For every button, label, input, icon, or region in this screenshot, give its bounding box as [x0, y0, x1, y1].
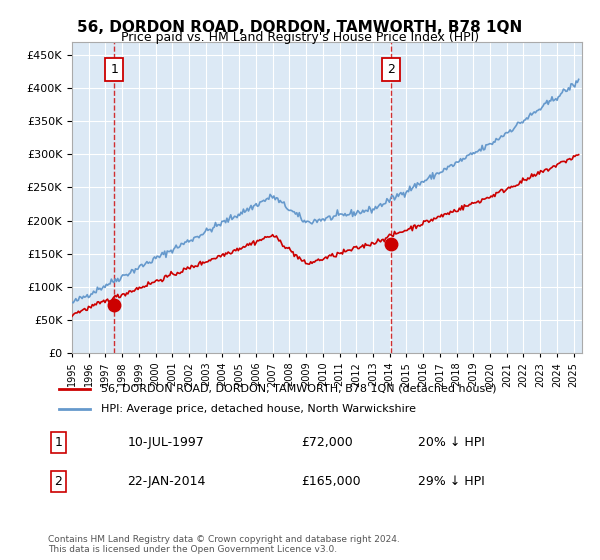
Text: 10-JUL-1997: 10-JUL-1997: [127, 436, 204, 449]
Text: HPI: Average price, detached house, North Warwickshire: HPI: Average price, detached house, Nort…: [101, 404, 416, 414]
Text: 20% ↓ HPI: 20% ↓ HPI: [418, 436, 484, 449]
Text: 22-JAN-2014: 22-JAN-2014: [127, 475, 206, 488]
Text: 56, DORDON ROAD, DORDON, TAMWORTH, B78 1QN (detached house): 56, DORDON ROAD, DORDON, TAMWORTH, B78 1…: [101, 384, 496, 394]
Text: Contains HM Land Registry data © Crown copyright and database right 2024.
This d: Contains HM Land Registry data © Crown c…: [48, 535, 400, 554]
Text: £165,000: £165,000: [301, 475, 361, 488]
Text: Price paid vs. HM Land Registry's House Price Index (HPI): Price paid vs. HM Land Registry's House …: [121, 31, 479, 44]
Text: 2: 2: [55, 475, 62, 488]
Text: 1: 1: [55, 436, 62, 449]
Text: 29% ↓ HPI: 29% ↓ HPI: [418, 475, 484, 488]
Text: £72,000: £72,000: [301, 436, 353, 449]
Text: 1: 1: [110, 63, 118, 77]
Text: 56, DORDON ROAD, DORDON, TAMWORTH, B78 1QN: 56, DORDON ROAD, DORDON, TAMWORTH, B78 1…: [77, 20, 523, 35]
Text: 2: 2: [387, 63, 395, 77]
